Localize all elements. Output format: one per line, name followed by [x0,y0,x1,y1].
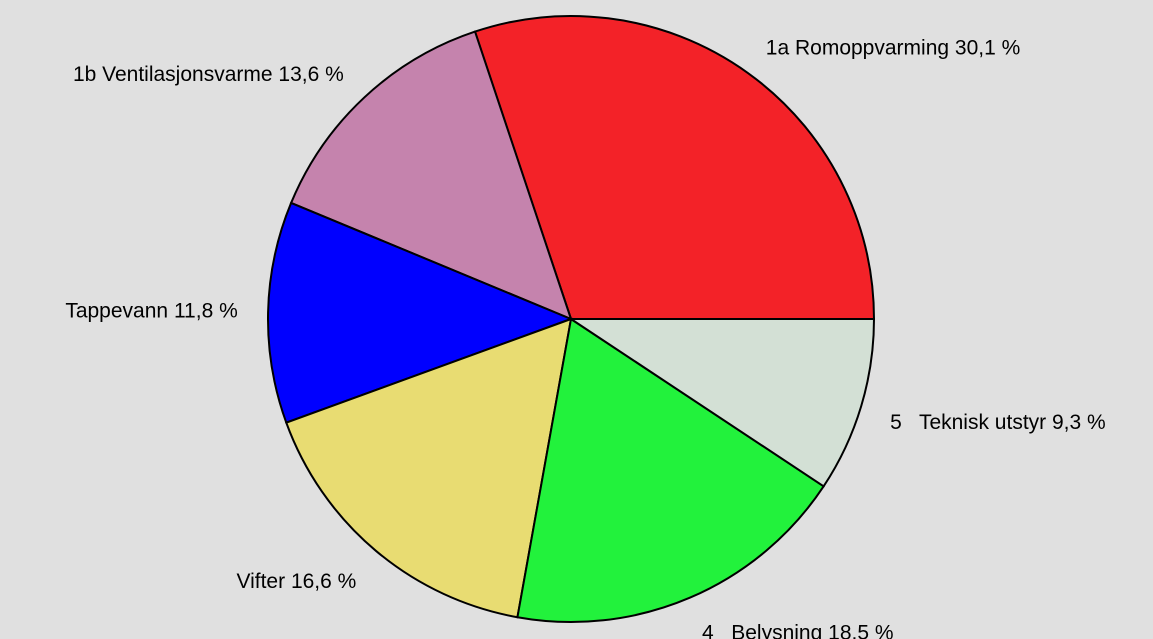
slice-value: 18,5 % [828,621,893,639]
pie-slice [267,201,574,424]
slice-name: Vifter [236,570,285,593]
slice-label: 1a Romoppvarming 30,1 % [766,36,1021,59]
pie-slice [284,317,573,619]
slice-value: 9,3 % [1052,411,1106,434]
slice-name: 4 Belysning [702,621,822,639]
pie-slice [567,318,876,488]
slice-value: 13,6 % [278,63,343,86]
slice-name: 5 Teknisk utstyr [890,411,1046,434]
slice-label: 5 Teknisk utstyr 9,3 % [890,411,1106,434]
slice-value: 11,8 % [174,299,238,322]
pie-slice [516,317,826,623]
slice-value: 16,6 % [291,570,356,593]
slice-name: Tappevann [65,299,168,322]
slice-label: 4 Belysning 18,5 % [702,621,893,639]
slice-name: 1b Ventilasjonsvarme [73,63,273,86]
pie-slice [473,15,876,320]
slice-label: Vifter 16,6 % [236,570,356,593]
pie-slice [289,30,573,321]
slice-label: Tappevann 11,8 % [65,299,237,322]
slice-name: 1a Romoppvarming [766,36,949,59]
slice-label: 1b Ventilasjonsvarme 13,6 % [73,63,344,86]
slice-value: 30,1 % [955,36,1020,59]
